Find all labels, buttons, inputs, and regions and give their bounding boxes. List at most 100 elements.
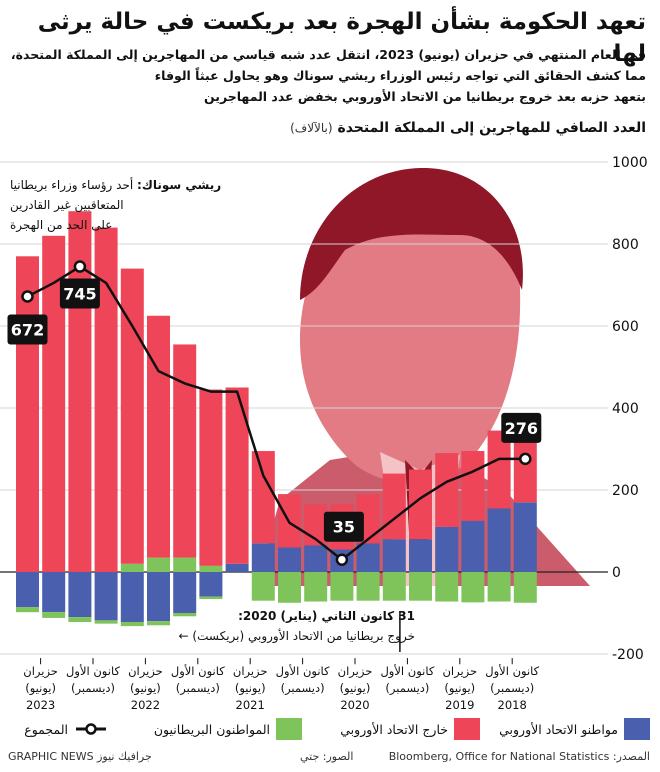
bar-eu-neg-9 bbox=[251, 572, 275, 601]
legend-item-uk: مواطنو الاتحاد الأوروبي bbox=[499, 716, 650, 742]
bar-eu-neg-18 bbox=[487, 572, 511, 602]
bar-eu-neg-12 bbox=[330, 572, 354, 601]
bar-uk-pos-17 bbox=[461, 520, 485, 572]
total-label-19: 276 bbox=[505, 419, 538, 438]
bar-uk-neg-0 bbox=[16, 572, 39, 608]
legend-swatch-eu bbox=[276, 718, 302, 740]
x-tick-label-7-0: كانون الأول bbox=[380, 664, 434, 679]
brexit-text: خروج بريطانيا من الاتحاد الأوروبي (بريكس… bbox=[192, 629, 415, 643]
footer-credit: GRAPHIC NEWS جرافيك نيوز bbox=[8, 750, 152, 763]
subtitle-line-1: في العام المنتهي في حزيران (يونيو) 2023،… bbox=[10, 47, 646, 62]
bar-noneu-5 bbox=[147, 315, 170, 558]
x-tick-label-9-1: (ديسمبر) bbox=[490, 681, 534, 696]
total-polyline bbox=[26, 265, 526, 561]
bar-eu-neg-13 bbox=[356, 572, 380, 601]
bar-uk-pos-9 bbox=[251, 543, 275, 572]
y-tick-label-2: 600 bbox=[612, 319, 639, 335]
legend-label-total: المجموع bbox=[24, 721, 68, 737]
bar-uk-pos-16 bbox=[435, 526, 459, 572]
x-tick-label-2-2: 2022 bbox=[131, 698, 160, 712]
total-box-2 bbox=[59, 278, 100, 309]
brexit-date: 31 كانون الثاني (يناير) 2020: bbox=[238, 609, 415, 623]
x-tick-label-0-2: 2023 bbox=[26, 698, 55, 712]
legend-label-noneu: خارج الاتحاد الأوروبي bbox=[340, 721, 448, 737]
bar-eu-neg-5 bbox=[147, 621, 170, 626]
x-tick-label-2-1: (يونيو) bbox=[130, 681, 161, 696]
y-axis-labels: 1000 800 600 400 200 0 -200 bbox=[612, 155, 648, 663]
footer-photo: الصور: جتي bbox=[300, 750, 354, 763]
bar-uk-neg-3 bbox=[94, 572, 118, 621]
bar-eu-neg-17 bbox=[461, 572, 485, 603]
bar-uk-neg-5 bbox=[147, 572, 170, 622]
x-tick-label-1-1: (ديسمبر) bbox=[71, 681, 115, 696]
annotation-line-1: أحد رؤساء وزراء بريطانيا bbox=[10, 178, 134, 192]
bar-noneu-0 bbox=[16, 256, 39, 572]
x-tick-label-0-0: حزيران bbox=[23, 664, 58, 679]
bar-eu-pos-6 bbox=[173, 557, 197, 572]
bar-eu-neg-19 bbox=[513, 572, 537, 603]
y-tick-label-1: 800 bbox=[612, 237, 639, 253]
bar-eu-neg-4 bbox=[120, 622, 144, 627]
bar-noneu-1 bbox=[42, 235, 66, 573]
x-tick-label-8-0: حزيران bbox=[442, 664, 477, 679]
bar-eu-neg-1 bbox=[42, 612, 66, 618]
bar-eu-pos-7 bbox=[199, 565, 223, 572]
legend-item-eu: المواطنون البريطانيون bbox=[154, 716, 302, 742]
legend-swatch-uk bbox=[624, 718, 650, 740]
x-tick-label-6-1: (يونيو) bbox=[340, 681, 371, 696]
total-marker-12 bbox=[335, 553, 349, 566]
bar-uk-pos-11 bbox=[304, 545, 328, 572]
subtitle-line-3: بتعهد حزبه بعد خروج بريطانيا من الاتحاد … bbox=[204, 89, 646, 104]
bar-uk-pos-13 bbox=[356, 543, 380, 572]
bar-eu-neg-3 bbox=[94, 620, 118, 624]
total-box-12 bbox=[323, 511, 364, 542]
x-tick-label-2-0: حزيران bbox=[128, 664, 163, 679]
total-marker-2 bbox=[73, 260, 87, 273]
x-tick-label-0-1: (يونيو) bbox=[25, 681, 56, 696]
bar-noneu-18 bbox=[487, 430, 511, 509]
total-label-12: 35 bbox=[333, 518, 355, 537]
total-box-0 bbox=[7, 314, 48, 345]
x-tick-label-9-2: 2018 bbox=[498, 698, 527, 712]
page-title: تعهد الحكومة بشأن الهجرة بعد بريكست في ح… bbox=[37, 9, 646, 67]
y-tick-label-6: -200 bbox=[612, 647, 644, 663]
chart-unit: (بالآلاف) bbox=[290, 121, 333, 135]
bar-noneu-3 bbox=[94, 227, 118, 572]
bar-uk-neg-2 bbox=[68, 572, 92, 618]
bar-eu-neg-0 bbox=[16, 607, 39, 613]
bar-noneu-17 bbox=[461, 451, 485, 521]
x-tick-label-5-0: كانون الأول bbox=[276, 664, 330, 679]
bar-eu-pos-5 bbox=[147, 557, 170, 572]
x-tick-label-9-0: كانون الأول bbox=[485, 664, 539, 679]
bar-noneu-4 bbox=[120, 268, 144, 564]
total-labels: 672 745 35 276 bbox=[7, 260, 542, 566]
bar-noneu-15 bbox=[409, 469, 432, 540]
y-tick-label-5: 0 bbox=[612, 565, 621, 581]
legend-line-icon bbox=[76, 723, 106, 735]
annotation-line-2: المتعاقبين غير القادرين bbox=[10, 198, 124, 212]
total-line bbox=[26, 265, 526, 561]
legend: مواطنو الاتحاد الأوروبي خارج الاتحاد الأ… bbox=[0, 716, 660, 742]
subtitle-line-2: مما كشف الحقائق التي تواجه رئيس الوزراء … bbox=[154, 68, 646, 83]
legend-label-eu: المواطنون البريطانيون bbox=[153, 721, 270, 737]
bar-uk-pos-10 bbox=[278, 547, 301, 572]
legend-item-total: المجموع bbox=[24, 716, 108, 742]
legend-swatch-noneu bbox=[454, 718, 480, 740]
bar-uk-neg-1 bbox=[42, 572, 66, 613]
bar-eu-neg-7 bbox=[199, 596, 223, 600]
x-tick-label-7-1: (ديسمبر) bbox=[385, 681, 429, 696]
migration-chart: 1000 800 600 400 200 0 -200 حزيران (يونيو) 2023 ك… bbox=[0, 155, 648, 712]
x-tick-label-4-1: (يونيو) bbox=[235, 681, 266, 696]
subtitle: في العام المنتهي في حزيران (يونيو) 2023،… bbox=[10, 44, 646, 107]
bar-noneu-9 bbox=[251, 451, 275, 544]
bar-uk-pos-8 bbox=[225, 563, 249, 572]
bar-uk-neg-4 bbox=[120, 572, 144, 623]
footer-source: المصدر: Bloomberg, Office for National S… bbox=[388, 750, 650, 763]
x-tick-label-1-0: كانون الأول bbox=[66, 664, 120, 679]
y-tick-label-0: 1000 bbox=[612, 155, 648, 171]
x-tick-label-4-0: حزيران bbox=[233, 664, 268, 679]
arrow-left-icon: ← bbox=[178, 629, 189, 643]
bar-noneu-6 bbox=[173, 344, 197, 558]
legend-label-uk: مواطنو الاتحاد الأوروبي bbox=[499, 721, 618, 737]
x-tick-label-6-2: 2020 bbox=[340, 698, 369, 712]
